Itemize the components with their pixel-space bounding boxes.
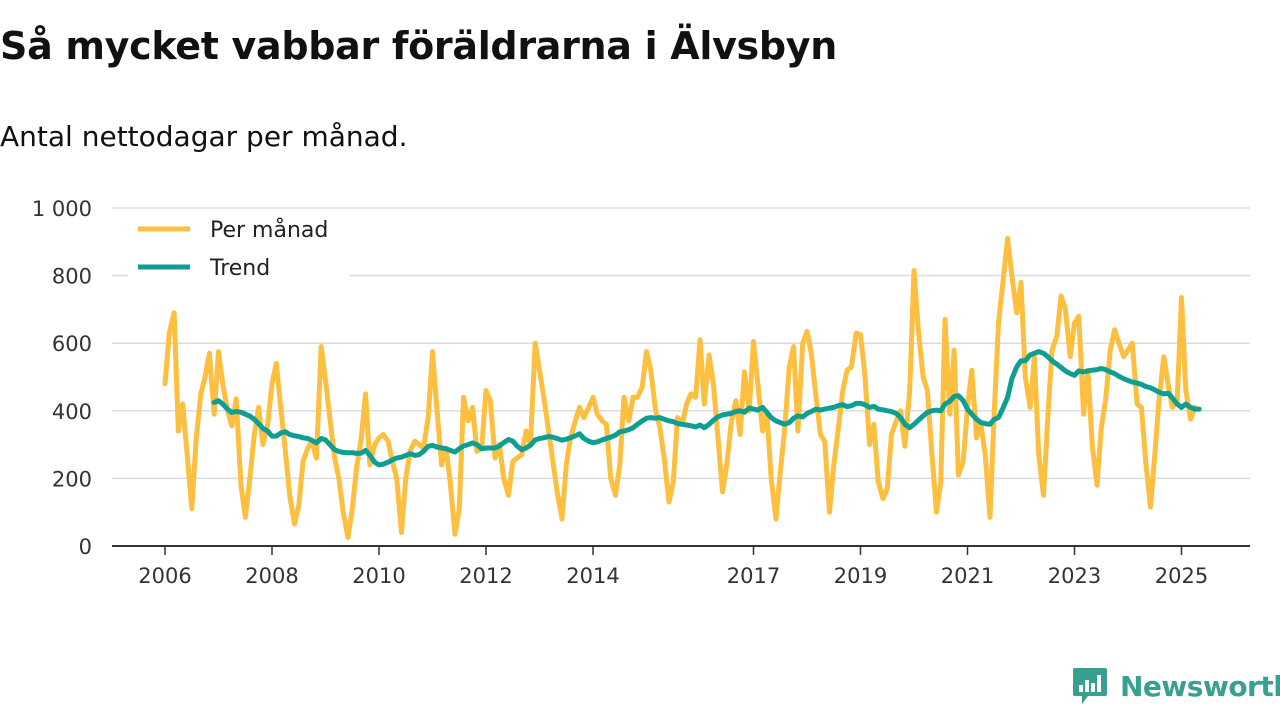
legend[interactable]: Per månad Trend [128, 209, 350, 281]
trend-line [211, 349, 1202, 468]
newsworthy-logo[interactable]: Newsworthy [1072, 666, 1280, 706]
x-tick-label: 2012 [459, 564, 512, 588]
x-tick-label: 2006 [138, 564, 191, 588]
legend-label: Trend [209, 256, 270, 281]
series [162, 235, 1202, 540]
x-tick-label: 2023 [1048, 564, 1101, 588]
y-tick-label: 400 [52, 400, 92, 424]
chart-title: Så mycket vabbar föräldrarna i Älvsbyn [0, 24, 837, 68]
x-tick-label: 2014 [566, 564, 619, 588]
per-manad-line [162, 235, 1198, 540]
y-tick-label: 600 [52, 332, 92, 356]
y-tick-label: 800 [52, 265, 92, 289]
x-tick-label: 2021 [941, 564, 994, 588]
legend-label: Per månad [210, 217, 328, 243]
line-chart: 0 200 400 600 800 1 000 2006 2008 2010 2012 2014 20… [32, 197, 1250, 588]
brand-name: Newsworthy [1120, 669, 1280, 703]
x-tick-label: 2017 [727, 564, 780, 588]
x-tick-label: 2025 [1155, 564, 1208, 588]
x-tick-label: 2019 [834, 564, 887, 588]
x-tick-label: 2008 [245, 564, 298, 588]
chart-subtitle: Antal nettodagar per månad. [0, 120, 408, 153]
y-tick-label: 200 [52, 467, 92, 491]
x-tick-label: 2010 [352, 564, 405, 588]
y-tick-label: 1 000 [32, 197, 92, 221]
axes: 0 200 400 600 800 1 000 2006 2008 2010 2012 2014 20… [32, 197, 1250, 588]
y-tick-label: 0 [79, 535, 92, 559]
newsworthy-chart-icon [1073, 668, 1107, 704]
